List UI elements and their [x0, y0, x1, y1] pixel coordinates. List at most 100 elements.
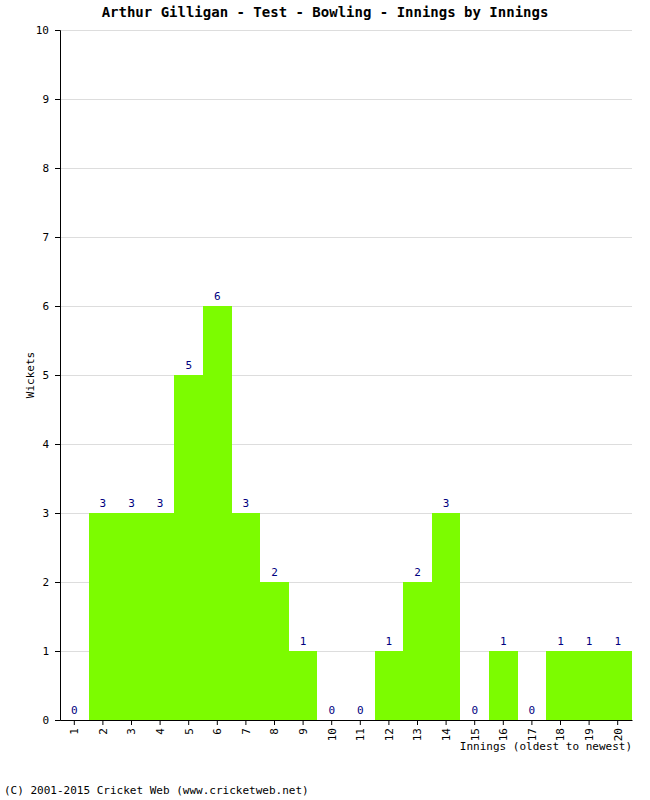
x-tick: 16 — [497, 720, 510, 741]
y-tick: 2 — [42, 576, 60, 589]
bar — [174, 375, 203, 720]
x-tick-mark — [417, 720, 418, 725]
x-tick-label: 2 — [97, 728, 110, 735]
x-tick-label: 13 — [411, 728, 424, 741]
x-tick-label: 10 — [326, 728, 339, 741]
plot: 0123456789101234567891011121314151617181… — [36, 24, 633, 741]
x-tick: 19 — [583, 720, 596, 741]
x-tick-label: 3 — [125, 728, 138, 735]
bar — [232, 513, 261, 720]
data-label: 0 — [471, 704, 478, 717]
data-label: 1 — [500, 635, 507, 648]
title: Arthur Gilligan - Test - Bowling - Innin… — [102, 4, 549, 20]
x-tick-mark — [560, 720, 561, 725]
y-tick-mark — [55, 375, 60, 376]
x-tick-mark — [245, 720, 246, 725]
x-tick-mark — [388, 720, 389, 725]
bar — [260, 582, 289, 720]
x-tick-mark — [617, 720, 618, 725]
x-tick-label: 14 — [440, 728, 453, 742]
y-tick: 10 — [36, 24, 60, 37]
y-tick-mark — [55, 651, 60, 652]
y-tick-label: 1 — [42, 645, 49, 658]
data-label: 1 — [586, 635, 593, 648]
x-tick-mark — [217, 720, 218, 725]
data-label: 5 — [185, 359, 192, 372]
x-tick: 8 — [268, 720, 281, 735]
x-tick: 1 — [68, 720, 81, 735]
x-tick: 15 — [469, 720, 482, 741]
data-label: 1 — [614, 635, 621, 648]
x-tick-label: 8 — [268, 728, 281, 735]
annotation: (C) 2001-2015 Cricket Web (www.cricketwe… — [4, 784, 309, 797]
bar — [575, 651, 604, 720]
y-tick-mark — [55, 444, 60, 445]
data-label: 6 — [214, 290, 221, 303]
grid-line — [60, 168, 632, 169]
bar — [375, 651, 404, 720]
bar — [403, 582, 432, 720]
x-tick: 17 — [526, 720, 539, 741]
y-tick-label: 5 — [42, 369, 49, 382]
data-label: 3 — [157, 497, 164, 510]
data-label: 3 — [100, 497, 107, 510]
x-tick: 3 — [125, 720, 138, 735]
x-tick-label: 9 — [297, 728, 310, 735]
y-tick: 5 — [42, 369, 60, 382]
grid-line — [60, 306, 632, 307]
bar — [460, 720, 489, 721]
data-label: 1 — [557, 635, 564, 648]
x-tick-mark — [360, 720, 361, 725]
x-tick: 20 — [612, 720, 625, 741]
x-tick-mark — [131, 720, 132, 725]
y-tick-label: 8 — [42, 162, 49, 175]
x-tick: 9 — [297, 720, 310, 735]
x-tick-label: 6 — [211, 728, 224, 735]
bar — [60, 720, 89, 721]
x-tick: 14 — [440, 720, 453, 741]
data-label: 0 — [357, 704, 364, 717]
x-tick-label: 11 — [354, 728, 367, 741]
x-tick-mark — [188, 720, 189, 725]
y-tick-label: 7 — [42, 231, 49, 244]
x-tick: 11 — [354, 720, 367, 741]
y-tick-label: 10 — [36, 24, 49, 37]
x-tick-label: 12 — [383, 728, 396, 741]
y-tick-mark — [55, 513, 60, 514]
y-tick-label: 3 — [42, 507, 49, 520]
bar — [317, 720, 346, 721]
x-tick: 12 — [383, 720, 396, 741]
data-label: 2 — [271, 566, 278, 579]
x-tick-label: 5 — [183, 728, 196, 735]
data-label: 0 — [71, 704, 78, 717]
x-tick-mark — [531, 720, 532, 725]
bars — [89, 306, 632, 720]
x-axis: 1234567891011121314151617181920 — [61, 720, 633, 741]
y-tick: 9 — [42, 93, 60, 106]
y-tick: 6 — [42, 300, 60, 313]
x-tick: 13 — [411, 720, 424, 741]
data-label: 3 — [443, 497, 450, 510]
x-tick: 6 — [211, 720, 224, 735]
x-axis-line — [61, 720, 633, 721]
x-tick-mark — [503, 720, 504, 725]
bar — [117, 513, 146, 720]
chart: 0123456789101234567891011121314151617181… — [0, 0, 650, 800]
y-tick-mark — [55, 168, 60, 169]
data-label: 0 — [328, 704, 335, 717]
x-tick: 7 — [240, 720, 253, 735]
y-tick-mark — [55, 582, 60, 583]
y-tick-label: 6 — [42, 300, 49, 313]
y-tick-mark — [55, 30, 60, 31]
x-tick: 10 — [326, 720, 339, 741]
x-tick-mark — [589, 720, 590, 725]
y-tick: 8 — [42, 162, 60, 175]
bar — [489, 651, 518, 720]
data-label: 1 — [386, 635, 393, 648]
y-tick-label: 0 — [42, 714, 49, 727]
y-tick: 3 — [42, 507, 60, 520]
y-tick: 0 — [42, 714, 60, 727]
grid-line — [60, 30, 632, 31]
grid-line — [60, 99, 632, 100]
y-tick-label: 2 — [42, 576, 49, 589]
